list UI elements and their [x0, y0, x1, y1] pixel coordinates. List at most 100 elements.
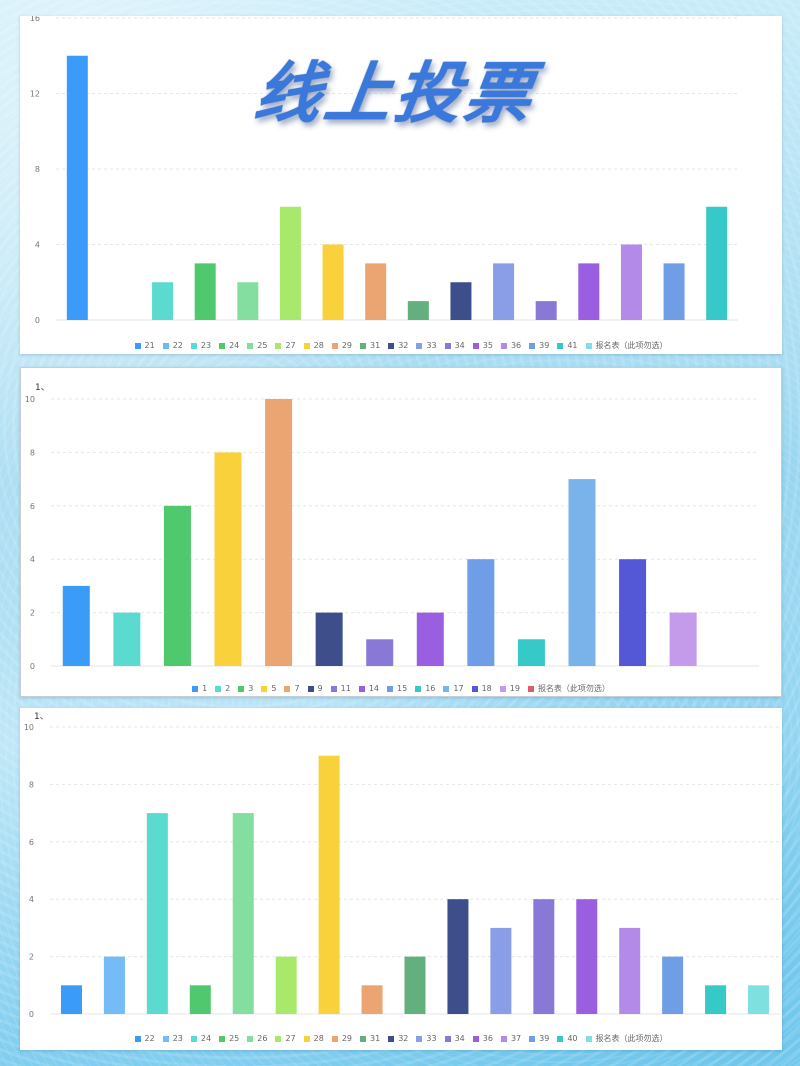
bar-31[interactable] [404, 956, 426, 1014]
legend-item[interactable]: 21 [134, 341, 155, 350]
legend-item[interactable]: 26 [247, 1034, 267, 1043]
legend-item[interactable]: 27 [275, 1034, 296, 1043]
bar-14[interactable] [416, 612, 444, 666]
bar-35[interactable] [578, 263, 600, 320]
bar-26[interactable] [232, 813, 254, 1014]
bar-报名表（此项勿选）[interactable] [748, 985, 770, 1014]
legend-item[interactable]: 25 [247, 341, 267, 350]
bar-19[interactable] [669, 612, 697, 666]
legend-item[interactable]: 7 [284, 684, 300, 693]
bar-11[interactable] [366, 639, 394, 666]
legend-item[interactable]: 2 [215, 684, 230, 693]
legend-item[interactable]: 5 [261, 684, 276, 693]
bar-21[interactable] [66, 55, 88, 320]
bar-23[interactable] [103, 956, 125, 1014]
legend-label: 24 [200, 1034, 212, 1043]
legend-item[interactable]: 32 [388, 1034, 408, 1043]
legend-item[interactable]: 报名表（此项勿选） [527, 683, 610, 694]
legend-label: 14 [368, 684, 379, 693]
bar-36[interactable] [620, 244, 642, 321]
legend-label: 2 [225, 684, 231, 693]
legend-item[interactable]: 35 [472, 341, 493, 350]
bar-24[interactable] [194, 263, 216, 320]
legend-item[interactable]: 36 [500, 341, 521, 350]
bar-31[interactable] [407, 301, 429, 320]
bar-16[interactable] [517, 639, 545, 666]
bar-2[interactable] [113, 612, 141, 666]
legend-item[interactable]: 1 [192, 684, 207, 693]
legend-item[interactable]: 9 [307, 684, 323, 693]
bar-25[interactable] [189, 985, 211, 1014]
legend-item[interactable]: 37 [500, 1034, 521, 1043]
legend-item[interactable]: 18 [471, 684, 492, 693]
bar-27[interactable] [275, 956, 297, 1014]
y-tick-label: 6 [29, 838, 34, 847]
bar-1[interactable] [62, 585, 90, 666]
legend-item[interactable]: 33 [416, 1034, 437, 1043]
bar-9[interactable] [315, 612, 343, 666]
legend-swatch [358, 685, 365, 692]
bar-32[interactable] [450, 282, 472, 320]
legend-item[interactable]: 16 [415, 684, 435, 693]
legend-item[interactable]: 31 [360, 1034, 380, 1043]
legend-item[interactable]: 19 [499, 684, 520, 693]
bar-28[interactable] [318, 755, 340, 1014]
bar-17[interactable] [568, 479, 596, 666]
bar-5[interactable] [214, 452, 242, 666]
bar-39[interactable] [662, 956, 684, 1014]
legend-item[interactable]: 24 [219, 341, 239, 350]
legend-item[interactable]: 39 [529, 341, 549, 350]
legend-item[interactable]: 40 [557, 1034, 578, 1043]
bar-29[interactable] [361, 985, 383, 1014]
legend-item[interactable]: 39 [529, 1034, 549, 1043]
legend-item[interactable]: 34 [444, 341, 465, 350]
bar-34[interactable] [533, 899, 555, 1014]
legend-item[interactable]: 29 [331, 341, 352, 350]
bar-37[interactable] [619, 927, 641, 1014]
bar-28[interactable] [322, 244, 344, 321]
bar-3[interactable] [163, 505, 191, 666]
bar-23[interactable] [152, 282, 174, 320]
bar-7[interactable] [265, 399, 293, 666]
legend-item[interactable]: 25 [219, 1034, 239, 1043]
bar-29[interactable] [365, 263, 387, 320]
legend-item[interactable]: 14 [358, 684, 379, 693]
legend-item[interactable]: 29 [331, 1034, 352, 1043]
legend-item[interactable]: 23 [190, 341, 211, 350]
bar-25[interactable] [237, 282, 259, 320]
bar-36[interactable] [576, 899, 598, 1014]
legend-item[interactable]: 28 [303, 341, 324, 350]
legend-item[interactable]: 23 [162, 1034, 183, 1043]
legend-item[interactable]: 32 [388, 341, 408, 350]
legend-item[interactable]: 报名表（此项勿选） [585, 1033, 668, 1044]
legend-item[interactable]: 27 [275, 341, 296, 350]
bar-33[interactable] [490, 927, 512, 1014]
legend-item[interactable]: 15 [387, 684, 407, 693]
legend-item[interactable]: 报名表（此项勿选） [585, 340, 668, 351]
legend-item[interactable]: 11 [330, 684, 351, 693]
bar-32[interactable] [447, 899, 469, 1014]
bar-34[interactable] [535, 301, 557, 320]
legend-item[interactable]: 36 [472, 1034, 493, 1043]
legend-item[interactable]: 31 [360, 341, 380, 350]
bar-33[interactable] [493, 263, 515, 320]
bar-15[interactable] [467, 559, 495, 666]
bar-24[interactable] [146, 813, 168, 1014]
legend-item[interactable]: 3 [238, 684, 253, 693]
legend-item[interactable]: 17 [443, 684, 464, 693]
legend-item[interactable]: 22 [162, 341, 183, 350]
bar-18[interactable] [619, 559, 647, 666]
legend-swatch [416, 342, 423, 349]
bar-22[interactable] [60, 985, 82, 1014]
legend-item[interactable]: 22 [134, 1034, 155, 1043]
legend-item[interactable]: 28 [303, 1034, 324, 1043]
legend-item[interactable]: 33 [416, 341, 437, 350]
legend-item[interactable]: 24 [190, 1034, 212, 1043]
legend-item[interactable]: 41 [557, 341, 578, 350]
bar-41[interactable] [706, 206, 728, 320]
chart-2-legend: 1 2 3 5 7 9 11 14 15 16 17 18 19 报名表（此项勿选） [21, 683, 781, 694]
bar-40[interactable] [705, 985, 727, 1014]
bar-27[interactable] [279, 206, 301, 320]
legend-item[interactable]: 34 [444, 1034, 465, 1043]
bar-39[interactable] [663, 263, 685, 320]
